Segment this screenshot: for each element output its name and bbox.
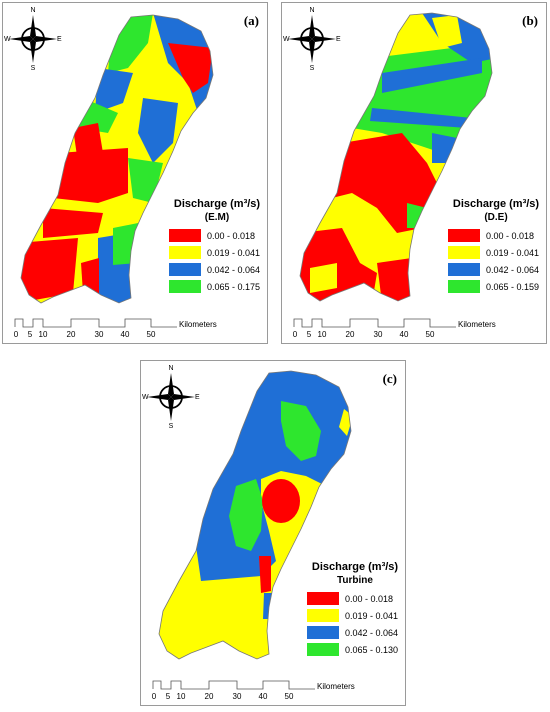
map-panel-a: N S W E (a) Discharge (m³/s) (E.M) 0.00 … bbox=[2, 2, 268, 344]
svg-text:S: S bbox=[169, 423, 174, 429]
svg-text:N: N bbox=[30, 7, 35, 14]
scale-bar: 0 5 10 20 30 40 50 Kilometers bbox=[292, 318, 496, 339]
svg-text:N: N bbox=[309, 7, 314, 14]
svg-text:E: E bbox=[195, 394, 200, 401]
legend-swatch-blue bbox=[448, 263, 480, 276]
svg-text:E: E bbox=[336, 36, 341, 43]
map-panel-b: N S W E (b) Discharge (m³/s) (D.E) 0.00 … bbox=[281, 2, 547, 344]
legend-item: 0.042 - 0.064 bbox=[448, 261, 544, 278]
north-arrow-compass-icon: N S W E bbox=[4, 7, 62, 71]
svg-text:S: S bbox=[310, 65, 315, 71]
legend-swatch-green bbox=[169, 280, 201, 293]
svg-text:W: W bbox=[283, 36, 290, 43]
legend-swatch-yellow bbox=[169, 246, 201, 259]
legend-b: Discharge (m³/s) (D.E) 0.00 - 0.018 0.01… bbox=[448, 198, 544, 295]
legend-title: Discharge (m³/s) bbox=[173, 198, 261, 210]
scale-bar: 0 5 10 20 30 40 50 Kilometers bbox=[151, 680, 355, 701]
legend-method-label: (E.M) bbox=[204, 212, 230, 223]
legend-swatch-red bbox=[307, 592, 339, 605]
legend-title: Discharge (m³/s) bbox=[311, 561, 399, 573]
legend-item: 0.00 - 0.018 bbox=[169, 227, 265, 244]
legend-method-label: Turbine bbox=[337, 575, 373, 586]
svg-text:E: E bbox=[57, 36, 62, 43]
legend-title: Discharge (m³/s) bbox=[452, 198, 540, 210]
legend-item: 0.019 - 0.041 bbox=[169, 244, 265, 261]
north-arrow-compass-icon: N S W E bbox=[283, 7, 341, 71]
legend-swatch-blue bbox=[169, 263, 201, 276]
discharge-map-a bbox=[20, 14, 214, 304]
legend-swatch-yellow bbox=[448, 246, 480, 259]
north-arrow-compass-icon: N S W E bbox=[142, 365, 200, 429]
svg-text:W: W bbox=[4, 36, 11, 43]
legend-swatch-red bbox=[448, 229, 480, 242]
legend-item: 0.042 - 0.064 bbox=[169, 261, 265, 278]
legend-item: 0.065 - 0.175 bbox=[169, 278, 265, 295]
legend-a: Discharge (m³/s) (E.M) 0.00 - 0.018 0.01… bbox=[169, 198, 265, 295]
legend-item: 0.019 - 0.041 bbox=[448, 244, 544, 261]
discharge-map-c bbox=[158, 370, 352, 660]
legend-item: 0.065 - 0.130 bbox=[307, 641, 403, 658]
legend-item: 0.019 - 0.041 bbox=[307, 607, 403, 624]
legend-item: 0.065 - 0.159 bbox=[448, 278, 544, 295]
svg-text:W: W bbox=[142, 394, 149, 401]
map-panel-c: N S W E (c) Discharge (m³/s) Turbine 0.0… bbox=[140, 360, 406, 706]
panel-label-c: (c) bbox=[382, 371, 397, 386]
discharge-map-b bbox=[299, 12, 493, 302]
legend-swatch-blue bbox=[307, 626, 339, 639]
legend-item: 0.00 - 0.018 bbox=[307, 590, 403, 607]
legend-swatch-green bbox=[307, 643, 339, 656]
legend-swatch-red bbox=[169, 229, 201, 242]
scale-bar: 0 5 10 20 30 40 50 Kilometers bbox=[13, 318, 217, 339]
svg-text:N: N bbox=[168, 365, 173, 372]
legend-c: Discharge (m³/s) Turbine 0.00 - 0.018 0.… bbox=[307, 561, 403, 658]
panel-label-b: (b) bbox=[522, 13, 538, 28]
legend-swatch-yellow bbox=[307, 609, 339, 622]
svg-text:S: S bbox=[31, 65, 36, 71]
legend-swatch-green bbox=[448, 280, 480, 293]
legend-method-label: (D.E) bbox=[484, 212, 508, 223]
legend-item: 0.00 - 0.018 bbox=[448, 227, 544, 244]
panel-label-a: (a) bbox=[243, 13, 259, 28]
legend-item: 0.042 - 0.064 bbox=[307, 624, 403, 641]
